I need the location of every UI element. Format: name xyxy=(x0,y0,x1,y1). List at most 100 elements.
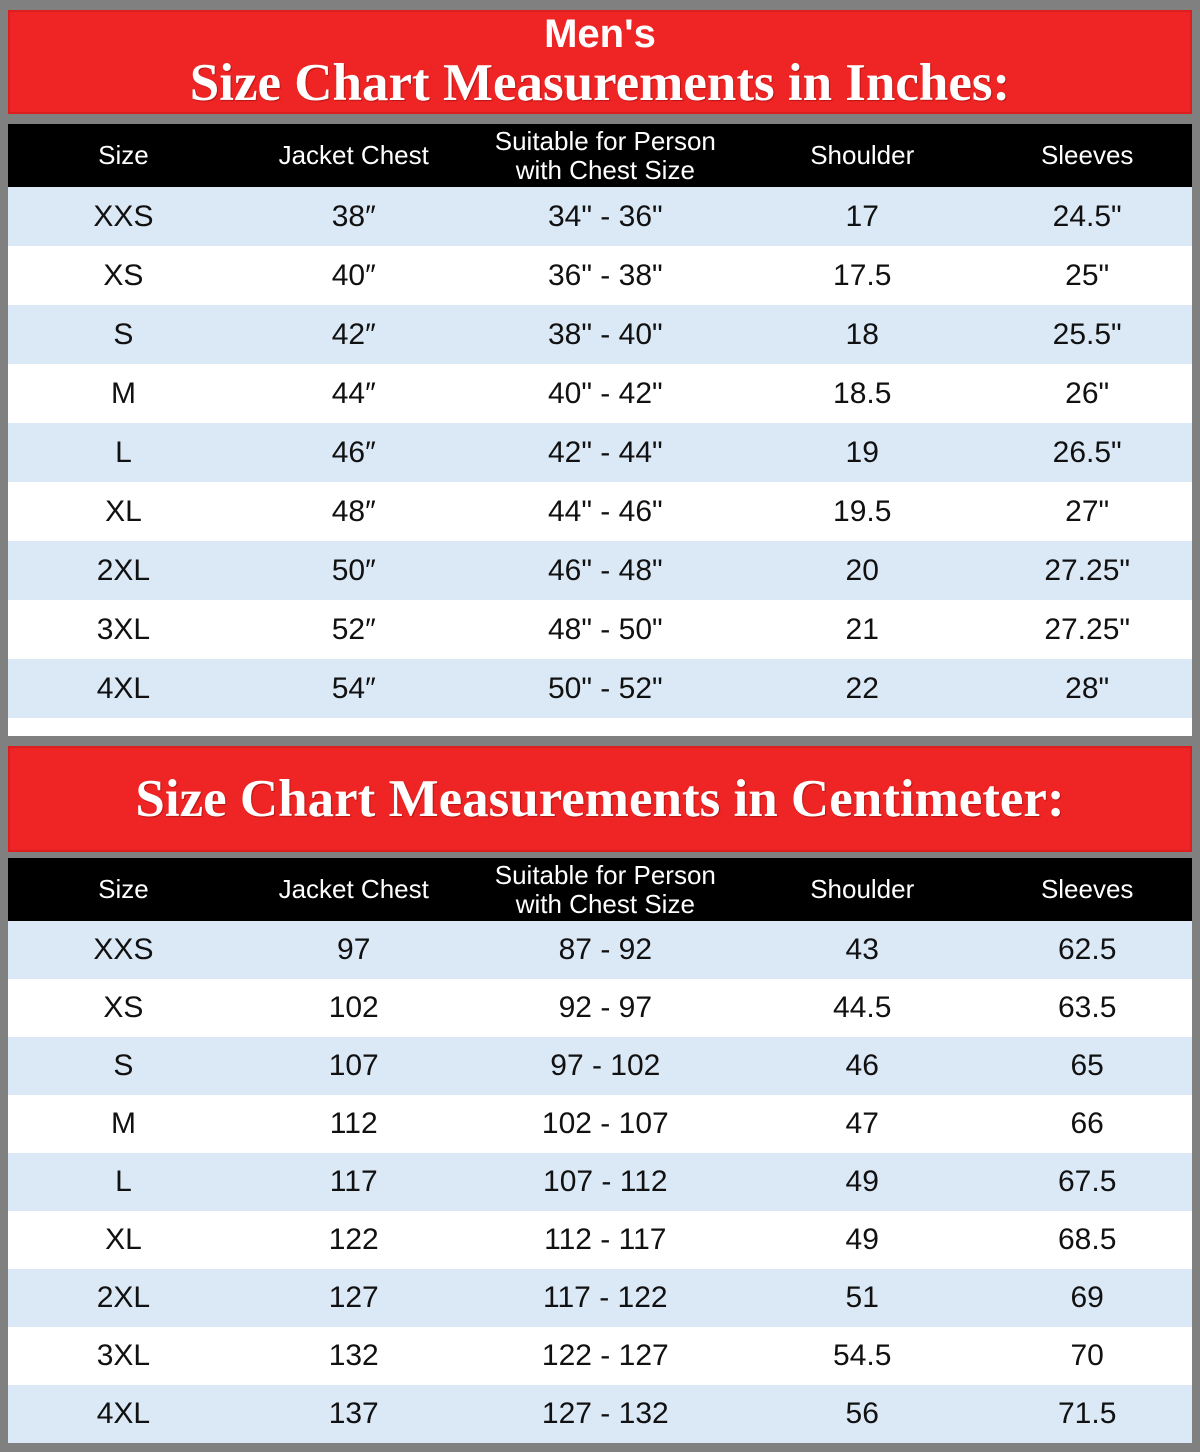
cell-jacket-chest: 112 xyxy=(329,1107,378,1140)
banner-centimeter: Size Chart Measurements in Centimeter: xyxy=(8,746,1192,852)
cell-jacket-chest: 137 xyxy=(328,1397,379,1430)
table-footer-strip xyxy=(8,718,1192,736)
cell-jacket-chest: 107 xyxy=(328,1049,379,1082)
cell-size: M xyxy=(110,1107,136,1140)
cell-chest-range: 36" - 38" xyxy=(547,258,663,292)
cell-chest-range: 40" - 42" xyxy=(547,376,663,410)
cell-sleeves: 67.5 xyxy=(1057,1165,1117,1198)
cell-jacket-chest: 117 xyxy=(329,1165,378,1198)
cell-size: XS xyxy=(103,991,144,1024)
cell-size: XXS xyxy=(93,933,154,966)
column-header-label: Jacket Chest xyxy=(278,140,429,170)
column-header-shoulder: Shoulder xyxy=(742,124,982,187)
cell-sleeves: 27.25" xyxy=(1044,553,1131,587)
size-table-inches: Size Jacket Chest Suitable for Person wi… xyxy=(8,124,1192,736)
cell-size: XL xyxy=(105,494,142,528)
column-header-label: Shoulder xyxy=(810,140,915,170)
cell-sleeves: 25.5" xyxy=(1052,317,1122,351)
cell-shoulder: 21 xyxy=(845,612,879,646)
column-header-sleeves: Sleeves xyxy=(982,858,1192,921)
cell-sleeves: 70 xyxy=(1070,1339,1104,1372)
cell-size: 2XL xyxy=(96,1281,151,1314)
table-row: 3XL 132 122 - 127 54.5 70 xyxy=(8,1327,1192,1385)
table-header-row: Size Jacket Chest Suitable for Person wi… xyxy=(8,124,1192,187)
cell-jacket-chest: 46″ xyxy=(331,435,376,469)
column-header-label-line2: with Chest Size xyxy=(515,888,695,919)
cell-shoulder: 22 xyxy=(845,671,879,705)
cell-size: XXS xyxy=(93,199,154,233)
column-header-label: Sleeves xyxy=(1040,874,1134,904)
cell-chest-range: 48" - 50" xyxy=(547,612,663,646)
cell-jacket-chest: 48″ xyxy=(331,494,376,528)
table-row: S 107 97 - 102 46 65 xyxy=(8,1037,1192,1095)
banner-inches: Men's Size Chart Measurements in Inches: xyxy=(8,10,1192,114)
cell-sleeves: 68.5 xyxy=(1057,1223,1117,1256)
table-row: 2XL 127 117 - 122 51 69 xyxy=(8,1269,1192,1327)
column-header-label: Sleeves xyxy=(1040,140,1134,170)
cell-jacket-chest: 127 xyxy=(328,1281,379,1314)
column-header-label: Size xyxy=(98,874,149,904)
cell-shoulder: 54.5 xyxy=(833,1339,892,1372)
table-body-inches: XXS 38″ 34" - 36" 17 24.5" XS 40″ 36" - … xyxy=(8,187,1192,718)
cell-jacket-chest: 132 xyxy=(328,1339,379,1372)
size-table-centimeter: Size Jacket Chest Suitable for Person wi… xyxy=(8,858,1192,1443)
column-header-jacket-chest: Jacket Chest xyxy=(239,858,469,921)
column-header-chest-range: Suitable for Person with Chest Size xyxy=(469,858,743,921)
column-header-label: Size xyxy=(98,140,149,170)
cell-chest-range: 102 - 107 xyxy=(541,1107,669,1140)
table-row: XXS 38″ 34" - 36" 17 24.5" xyxy=(8,187,1192,246)
cell-chest-range: 87 - 92 xyxy=(558,933,653,966)
table-body-centimeter: XXS 97 87 - 92 43 62.5 XS 102 92 - 97 44… xyxy=(8,921,1192,1443)
cell-size: L xyxy=(115,435,132,469)
cell-size: L xyxy=(115,1165,132,1198)
table-row: XS 40″ 36" - 38" 17.5 25" xyxy=(8,246,1192,305)
cell-chest-range: 112 - 117 xyxy=(544,1223,667,1256)
cell-chest-range: 46" - 48" xyxy=(547,553,663,587)
cell-chest-range: 122 - 127 xyxy=(541,1339,669,1372)
cell-size: XS xyxy=(103,258,144,292)
cell-sleeves: 69 xyxy=(1070,1281,1104,1314)
cell-size: 4XL xyxy=(96,671,151,705)
column-header-label: Suitable for Person xyxy=(494,125,716,156)
cell-sleeves: 62.5 xyxy=(1057,933,1117,966)
cell-size: M xyxy=(110,376,136,410)
cell-chest-range: 42" - 44" xyxy=(547,435,663,469)
banner-inches-super-title: Men's xyxy=(544,12,656,56)
cell-jacket-chest: 52″ xyxy=(331,612,376,646)
table-row: 3XL 52″ 48" - 50" 21 27.25" xyxy=(8,600,1192,659)
cell-size: 4XL xyxy=(96,1397,151,1430)
cell-size: 2XL xyxy=(96,553,151,587)
cell-size: S xyxy=(113,1049,134,1082)
cell-shoulder: 43 xyxy=(845,933,879,966)
column-header-label-line2: with Chest Size xyxy=(515,154,695,185)
table-row: M 44″ 40" - 42" 18.5 26" xyxy=(8,364,1192,423)
cell-shoulder: 56 xyxy=(845,1397,879,1430)
cell-sleeves: 65 xyxy=(1070,1049,1104,1082)
cell-chest-range: 107 - 112 xyxy=(543,1165,668,1198)
cell-chest-range: 50" - 52" xyxy=(547,671,663,705)
cell-jacket-chest: 122 xyxy=(328,1223,379,1256)
cell-shoulder: 18.5 xyxy=(833,376,892,410)
cell-jacket-chest: 102 xyxy=(328,991,379,1024)
cell-sleeves: 27" xyxy=(1065,494,1110,528)
banner-centimeter-title: Size Chart Measurements in Centimeter: xyxy=(135,770,1065,828)
cell-sleeves: 26" xyxy=(1065,376,1110,410)
cell-jacket-chest: 54″ xyxy=(331,671,376,705)
table-row: XL 48″ 44" - 46" 19.5 27" xyxy=(8,482,1192,541)
cell-shoulder: 49 xyxy=(845,1165,879,1198)
cell-jacket-chest: 44″ xyxy=(331,376,376,410)
cell-sleeves: 24.5" xyxy=(1052,199,1122,233)
cell-shoulder: 17 xyxy=(845,199,879,233)
column-header-label: Jacket Chest xyxy=(278,874,429,904)
table-row: 4XL 137 127 - 132 56 71.5 xyxy=(8,1385,1192,1443)
cell-sleeves: 25" xyxy=(1065,258,1110,292)
cell-shoulder: 46 xyxy=(845,1049,879,1082)
cell-sleeves: 71.5 xyxy=(1057,1397,1117,1430)
cell-sleeves: 28" xyxy=(1065,671,1110,705)
cell-size: 3XL xyxy=(96,1339,151,1372)
table-header-row: Size Jacket Chest Suitable for Person wi… xyxy=(8,858,1192,921)
table-row: XXS 97 87 - 92 43 62.5 xyxy=(8,921,1192,979)
table-row: L 46″ 42" - 44" 19 26.5" xyxy=(8,423,1192,482)
cell-chest-range: 97 - 102 xyxy=(550,1049,661,1082)
column-header-jacket-chest: Jacket Chest xyxy=(239,124,469,187)
